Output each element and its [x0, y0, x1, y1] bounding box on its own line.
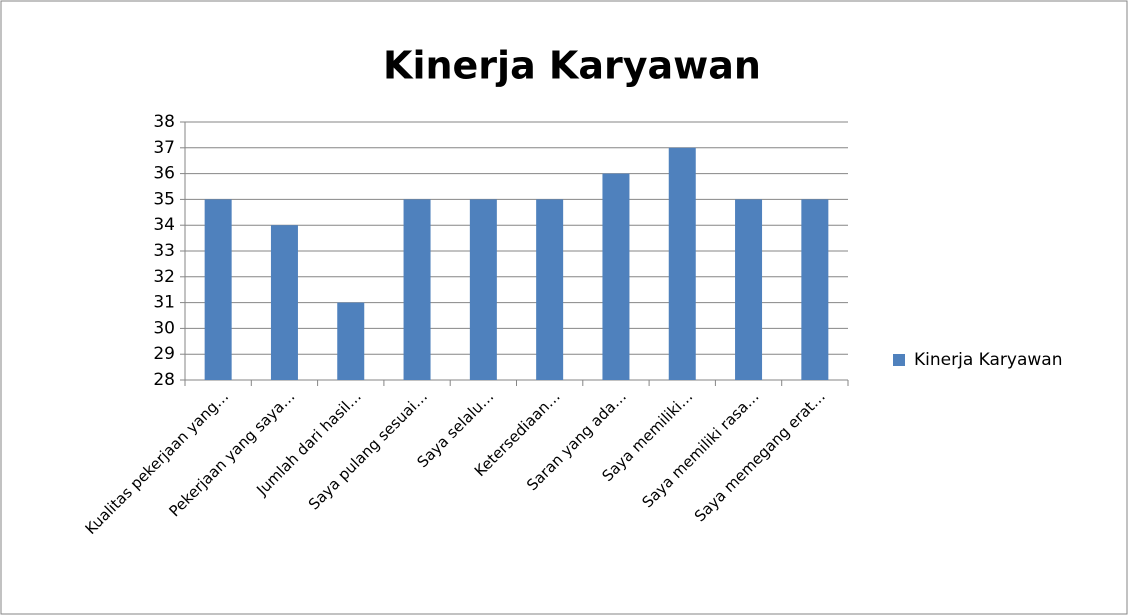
- y-tick-label: 30: [153, 318, 175, 338]
- y-tick-label: 35: [153, 189, 175, 209]
- y-tick-label: 32: [153, 267, 175, 287]
- bar: [735, 199, 763, 380]
- y-tick-label: 34: [153, 215, 175, 235]
- y-tick-label: 33: [153, 241, 175, 261]
- bar: [270, 225, 298, 380]
- chart-title: Kinerja Karyawan: [383, 44, 761, 88]
- y-tick-label: 38: [153, 112, 175, 132]
- bar: [602, 173, 630, 380]
- bar: [204, 199, 232, 380]
- y-tick-label: 29: [153, 344, 175, 364]
- bar: [536, 199, 564, 380]
- legend-swatch: [893, 354, 905, 366]
- y-tick-label: 31: [153, 293, 175, 313]
- bar: [337, 302, 365, 380]
- bar: [801, 199, 829, 380]
- bar: [668, 147, 696, 380]
- bar: [403, 199, 431, 380]
- bar: [469, 199, 497, 380]
- legend-label: Kinerja Karyawan: [914, 350, 1062, 370]
- y-tick-label: 36: [153, 164, 175, 184]
- y-tick-label: 28: [153, 370, 175, 390]
- y-tick-label: 37: [153, 138, 175, 158]
